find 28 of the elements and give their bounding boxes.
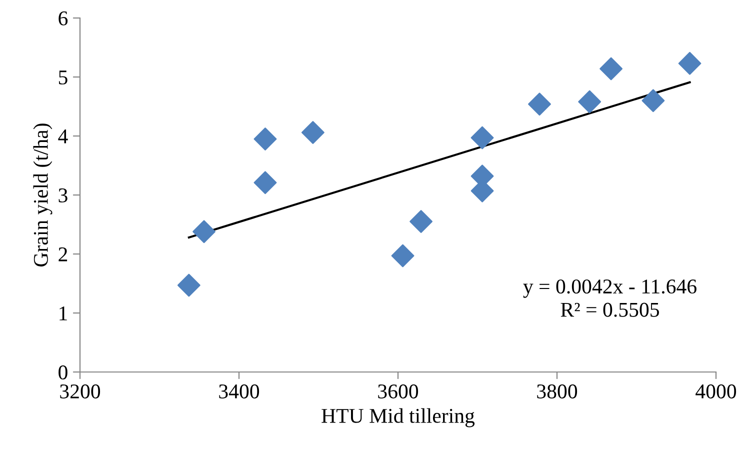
point bbox=[470, 126, 494, 150]
y-tick-label: 0 bbox=[58, 365, 68, 380]
point bbox=[528, 92, 551, 116]
point bbox=[391, 244, 414, 268]
annotation: y = 0.0042x - 11.646 R² = 0.5505 bbox=[523, 279, 696, 317]
point bbox=[578, 90, 602, 114]
y-tick-label: 4 bbox=[58, 130, 68, 144]
x-tick-label: 3400 bbox=[219, 384, 260, 398]
x-tick-label: 3800 bbox=[537, 384, 578, 398]
y-axis-title: Grain yield (t/ha) bbox=[33, 124, 52, 266]
point bbox=[254, 127, 277, 150]
x-tick-label: 3200 bbox=[60, 384, 100, 398]
y-tick-label: 1 bbox=[60, 306, 67, 320]
point bbox=[642, 89, 665, 112]
y-tick-label: 3 bbox=[58, 188, 68, 202]
point bbox=[678, 52, 702, 75]
x-tick-label: 3600 bbox=[378, 384, 418, 398]
y-tick-label: 6 bbox=[58, 11, 68, 26]
point bbox=[254, 171, 277, 194]
y-tick-label: 5 bbox=[58, 70, 68, 84]
point bbox=[177, 274, 200, 297]
point bbox=[192, 220, 216, 244]
x-tick-label: 4000 bbox=[696, 384, 736, 398]
point bbox=[301, 121, 324, 144]
x-axis-title: HTU Mid tillering bbox=[322, 408, 475, 428]
point bbox=[600, 57, 623, 80]
y-tick-label: 2 bbox=[58, 247, 68, 262]
point bbox=[410, 210, 433, 234]
